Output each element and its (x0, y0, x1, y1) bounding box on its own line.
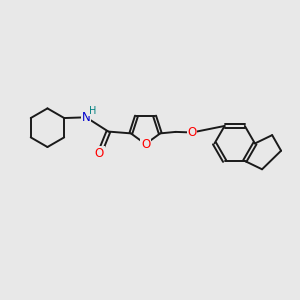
Text: O: O (141, 138, 150, 151)
Text: N: N (82, 111, 91, 124)
Text: O: O (188, 126, 197, 139)
Text: O: O (95, 147, 104, 160)
Text: H: H (89, 106, 96, 116)
